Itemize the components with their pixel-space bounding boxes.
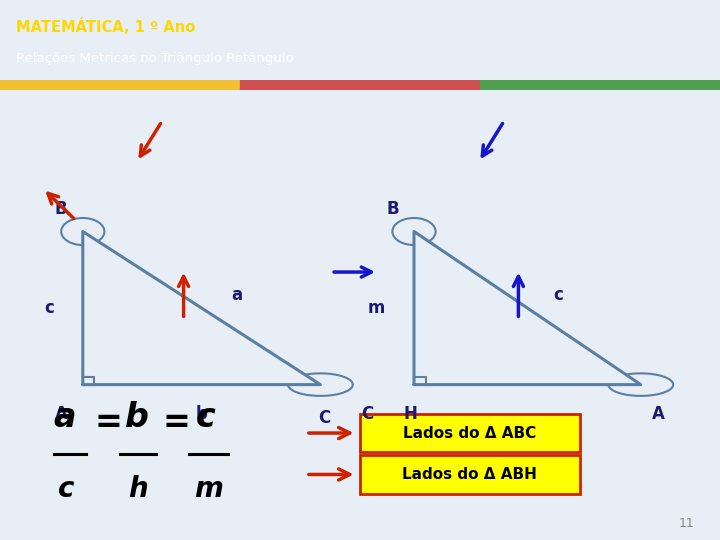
Text: MATEMÁTICA, 1 º Ano: MATEMÁTICA, 1 º Ano (16, 18, 195, 35)
Text: c: c (44, 299, 54, 317)
Text: c: c (553, 286, 563, 305)
Text: C: C (318, 409, 330, 427)
Text: m: m (194, 475, 223, 503)
FancyBboxPatch shape (360, 414, 580, 452)
Text: 11: 11 (679, 517, 695, 530)
Text: c: c (195, 401, 215, 434)
Text: b: b (196, 405, 207, 423)
Text: B: B (55, 200, 68, 218)
Text: a: a (232, 286, 243, 305)
Text: B: B (386, 200, 399, 218)
Text: b: b (125, 401, 149, 434)
Bar (240, 80, 480, 90)
Text: C: C (361, 405, 374, 423)
FancyBboxPatch shape (360, 455, 580, 494)
Text: H: H (403, 405, 418, 423)
Text: h: h (128, 475, 148, 503)
Bar (480, 80, 720, 90)
Text: c: c (58, 475, 74, 503)
Text: A: A (652, 405, 665, 423)
Text: Lados do Δ ABC: Lados do Δ ABC (403, 426, 536, 441)
Text: Lados do Δ ABH: Lados do Δ ABH (402, 467, 537, 482)
Text: Relações Métricas no Triângulo Retângulo: Relações Métricas no Triângulo Retângulo (16, 52, 294, 65)
Text: A: A (55, 405, 68, 423)
Text: a: a (53, 401, 76, 434)
Bar (0, 80, 240, 90)
Text: =: = (163, 406, 190, 438)
Text: =: = (94, 406, 122, 438)
Text: m: m (368, 299, 385, 317)
